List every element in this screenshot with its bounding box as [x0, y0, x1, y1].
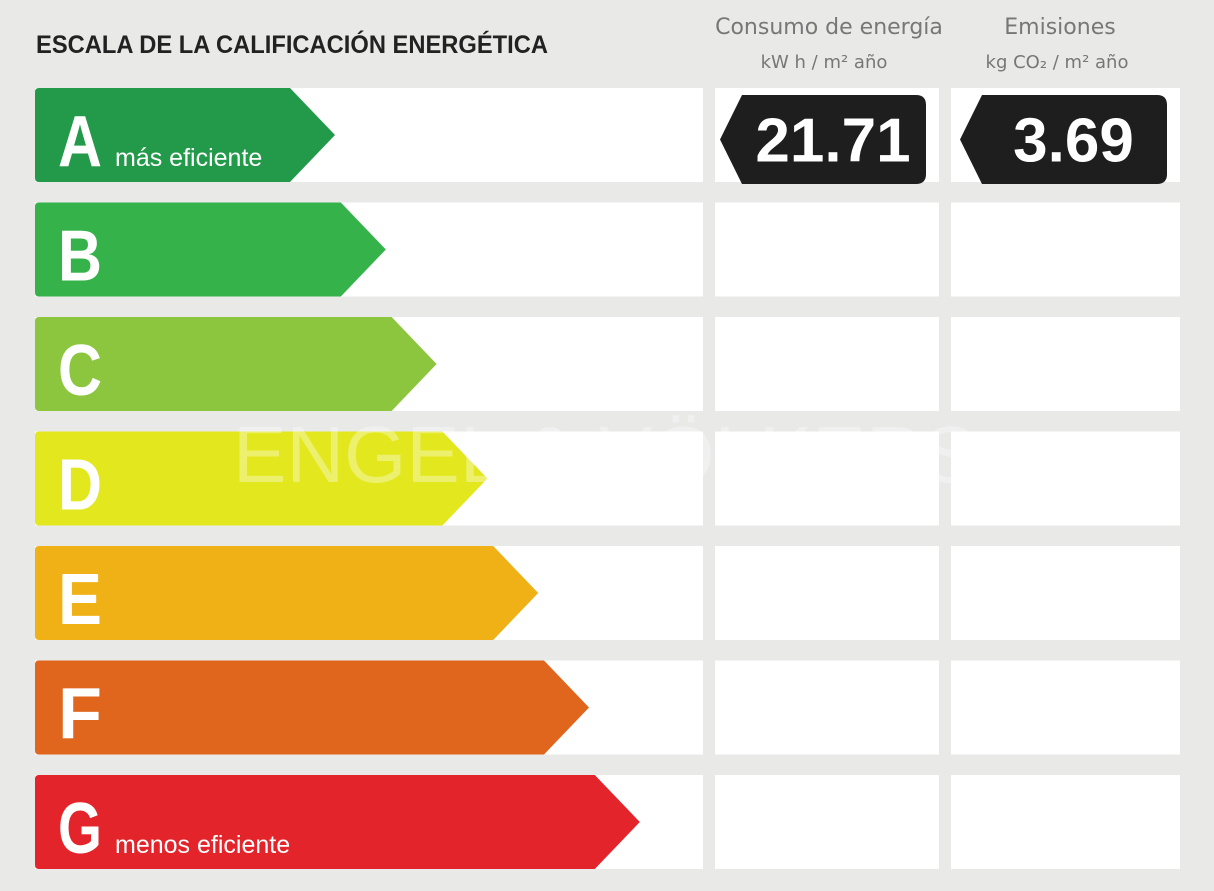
value-cell: [715, 775, 939, 869]
rating-arrow: [35, 88, 335, 182]
column-label: Emisiones: [1004, 15, 1115, 40]
rating-letter: G: [58, 789, 102, 869]
value-cell: [715, 317, 939, 411]
rating-letter: A: [58, 102, 102, 182]
rating-arrow: [35, 546, 539, 640]
rating-letter: F: [58, 675, 102, 755]
rating-letter: C: [58, 331, 102, 411]
rating-arrow: [35, 202, 386, 297]
value-cell: [715, 202, 939, 297]
value-cell: [951, 660, 1180, 755]
rating-letter: D: [58, 446, 102, 526]
value-cell: [951, 775, 1180, 869]
watermark: ENGEL & VÖLKERS: [233, 410, 977, 499]
value-cell: [715, 431, 939, 526]
rating-note: menos eficiente: [115, 831, 290, 859]
value-badge: [960, 95, 1167, 184]
rating-arrow: [35, 431, 488, 526]
value-cell: [951, 202, 1180, 297]
value-cell: [715, 660, 939, 755]
rating-note: más eficiente: [115, 144, 262, 172]
rating-letter: B: [58, 217, 102, 297]
rating-arrow: [35, 660, 589, 755]
column-label: Consumo de energía: [715, 15, 943, 40]
value-label: 21.71: [755, 107, 910, 176]
value-cell: [951, 546, 1180, 640]
column-unit: kg CO₂ / m² año: [986, 52, 1129, 73]
value-cell: [951, 317, 1180, 411]
value-cell: [951, 431, 1180, 526]
rating-arrow: [35, 317, 437, 411]
value-badge: [720, 95, 926, 184]
rating-arrow: [35, 775, 640, 869]
column-unit: kW h / m² año: [761, 52, 888, 73]
value-label: 3.69: [1013, 107, 1134, 176]
title: ESCALA DE LA CALIFICACIÓN ENERGÉTICA: [36, 29, 548, 59]
rating-letter: E: [58, 560, 102, 640]
value-cell: [715, 546, 939, 640]
